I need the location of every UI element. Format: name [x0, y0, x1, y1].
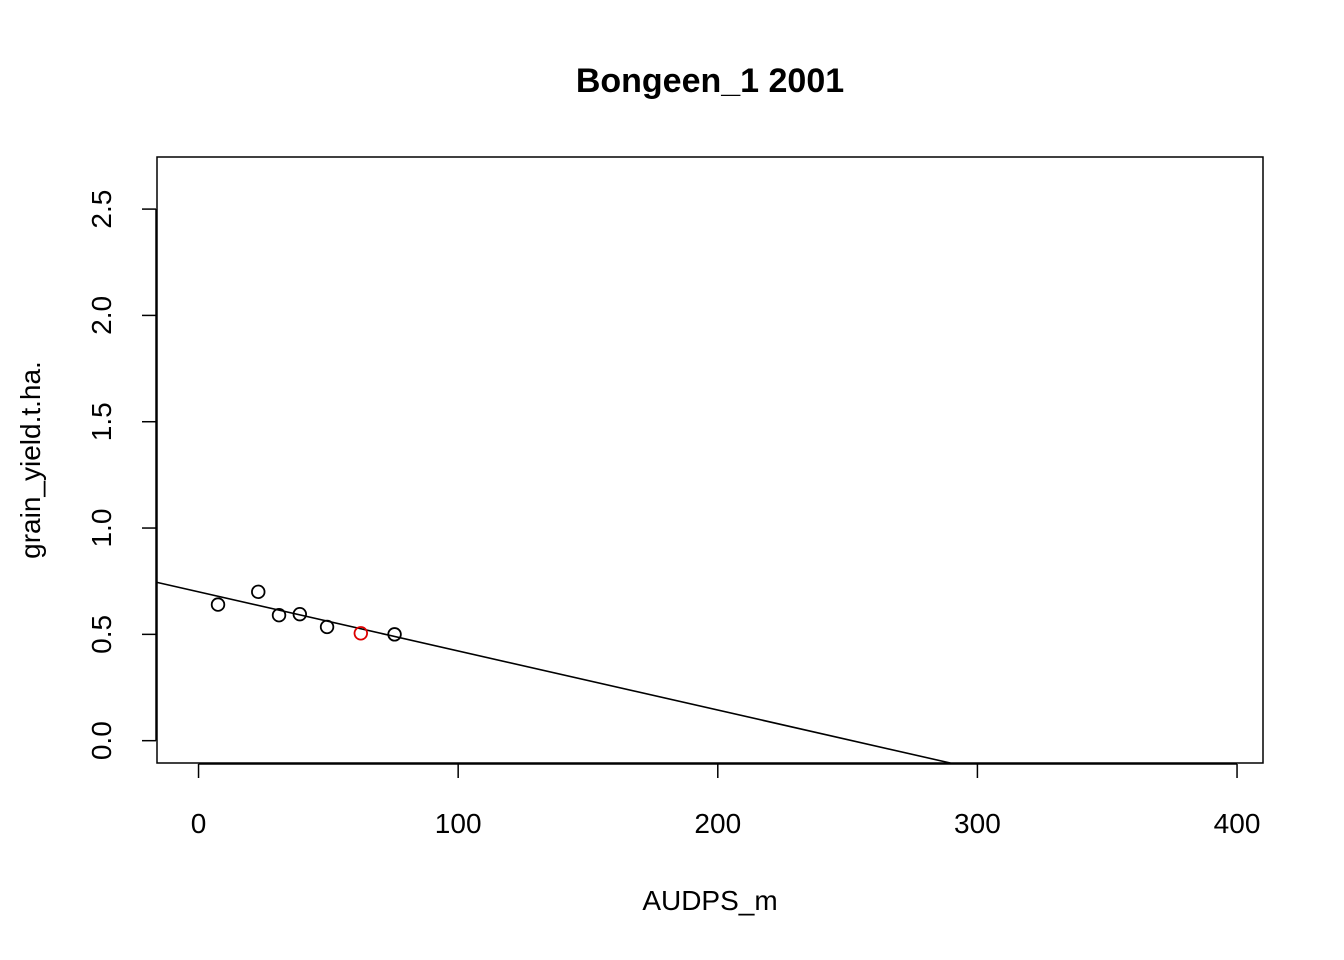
data-point	[271, 608, 287, 623]
y-tick-label: 2.5	[86, 190, 117, 229]
y-axis: 0.0 0.5 1.0 1.5 2.0 2.5	[86, 190, 157, 760]
plot-area	[156, 156, 1264, 764]
regression-line	[156, 581, 951, 764]
data-point	[387, 627, 402, 642]
data-point	[292, 606, 307, 622]
x-tick-label: 0	[191, 808, 207, 839]
y-tick-label: 1.5	[86, 402, 117, 441]
data-point	[210, 597, 226, 612]
chart-title: Bongeen_1 2001	[576, 62, 844, 100]
x-tick-label: 300	[954, 808, 1001, 839]
y-tick-label: 2.0	[86, 296, 117, 335]
y-tick-label: 0.5	[86, 615, 117, 654]
data-point	[319, 619, 335, 635]
y-axis-label: grain_yield.t.ha.	[15, 361, 46, 559]
x-tick-label: 200	[694, 808, 741, 839]
plot-border	[156, 156, 1264, 764]
x-tick-label: 100	[435, 808, 482, 839]
y-tick-label: 0.0	[86, 721, 117, 760]
data-point	[251, 584, 266, 600]
chart-marks	[156, 581, 951, 764]
x-axis-label: AUDPS_m	[642, 885, 777, 916]
x-tick-label: 400	[1214, 808, 1261, 839]
data-point	[353, 626, 369, 641]
y-tick-label: 1.0	[86, 509, 117, 548]
x-axis: 0 100 200 300 400	[191, 763, 1261, 839]
